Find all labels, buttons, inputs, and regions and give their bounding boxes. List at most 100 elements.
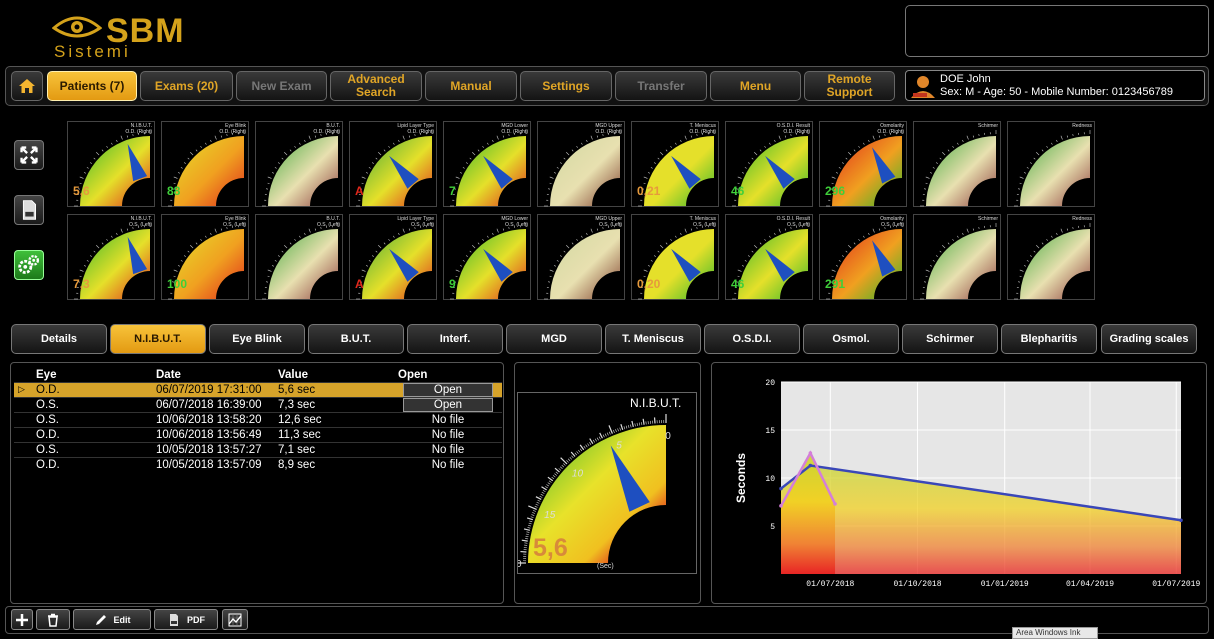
remote-support-button[interactable]: Remote Support [804, 71, 895, 101]
os-gauge-thumbnail[interactable]: Osmolarity O.S. (Left) 291 [819, 214, 907, 300]
table-row[interactable]: O.S. 06/07/2018 16:39:00 7,3 sec Open [14, 396, 502, 412]
patient-info-box[interactable]: DOE John Sex: M - Age: 50 - Mobile Numbe… [905, 70, 1205, 101]
os-gauge-thumbnail[interactable]: T. Meniscus O.S. (Left) 0,20 [631, 214, 719, 300]
tab-schirmer[interactable]: Schirmer [902, 324, 998, 354]
tab-grading-scales[interactable]: Grading scales [1101, 324, 1197, 354]
os-gauge-thumbnail[interactable]: Redness [1007, 214, 1095, 300]
advanced-search-button[interactable]: Advanced Search [330, 71, 422, 101]
cell-open: No file [394, 411, 502, 427]
open-file-button[interactable]: Open [403, 397, 493, 412]
gauge-tick [525, 535, 529, 538]
tab-n-i-b-u-t[interactable]: N.I.B.U.T. [110, 324, 206, 354]
gauge-tick [537, 499, 541, 502]
gauge-tick [567, 458, 571, 462]
tab-b-u-t[interactable]: B.U.T. [308, 324, 404, 354]
table-row[interactable]: O.S. 10/05/2018 13:57:27 7,1 sec No file [14, 441, 502, 457]
gauge-tick [608, 431, 611, 435]
gauge-tick [532, 510, 536, 512]
col-open[interactable]: Open [398, 368, 428, 381]
gauge-tick [642, 418, 645, 425]
table-row[interactable]: ▷ O.D. 06/07/2019 17:31:00 5,6 sec Open [14, 381, 502, 397]
od-gauge-thumbnail[interactable]: MGD Lower O.D. (Right) 7 [443, 121, 531, 207]
gauge-title: O.S.D.I. Result [776, 123, 810, 129]
od-gauge-thumbnail[interactable]: B.U.T. O.D. (Right) [255, 121, 343, 207]
home-icon [19, 79, 35, 93]
gauge-tick [566, 460, 569, 463]
od-gauge-thumbnail[interactable]: N.I.B.U.T. O.D. (Right) 5,6 [67, 121, 155, 207]
gauge-reading: 7,3 [73, 277, 90, 291]
patient-avatar-icon [911, 76, 935, 98]
y-tick-label: 5 [770, 523, 775, 532]
tab-details[interactable]: Details [11, 324, 107, 354]
row-selector [14, 456, 32, 472]
chart-view-button[interactable] [222, 609, 248, 630]
add-button[interactable] [11, 609, 33, 630]
cell-open: No file [394, 456, 502, 472]
gauge-tick [536, 501, 540, 504]
od-gauge-thumbnail[interactable]: Schirmer [913, 121, 1001, 207]
gauge-tick [615, 429, 617, 433]
new-exam-button[interactable]: New Exam [236, 71, 327, 101]
os-gauge-thumbnail[interactable]: B.U.T. O.S. (Left) [255, 214, 343, 300]
cell-value: 7,3 sec [274, 396, 394, 412]
edit-button[interactable]: Edit [73, 609, 151, 630]
od-gauge-thumbnail[interactable]: Redness [1007, 121, 1095, 207]
delete-button[interactable] [36, 609, 70, 630]
tab-eye-blink[interactable]: Eye Blink [209, 324, 305, 354]
os-gauge-thumbnail[interactable]: Lipid Layer Type O.S. (Left) A [349, 214, 437, 300]
y-tick-label: 10 [765, 475, 775, 484]
table-row[interactable]: O.D. 10/06/2018 13:56:49 11,3 sec No file [14, 426, 502, 442]
manual-button[interactable]: Manual [425, 71, 517, 101]
gauge-eye: O.D. (Right) [877, 129, 904, 135]
tab-t-meniscus[interactable]: T. Meniscus [605, 324, 701, 354]
patients-button[interactable]: Patients (7) [47, 71, 137, 101]
gauge-eye: O.S. (Left) [598, 222, 622, 228]
pdf-report-button[interactable] [14, 195, 44, 225]
fullscreen-button[interactable] [14, 140, 44, 170]
os-gauge-thumbnail[interactable]: MGD Upper O.S. (Left) [537, 214, 625, 300]
gauge-reading: 9 [449, 277, 456, 291]
transfer-button[interactable]: Transfer [615, 71, 707, 101]
tab-mgd[interactable]: MGD [506, 324, 602, 354]
od-gauge-thumbnail[interactable]: Osmolarity O.D. (Right) 296 [819, 121, 907, 207]
home-button[interactable] [11, 71, 43, 101]
table-row[interactable]: O.D. 10/05/2018 13:57:09 8,9 sec No file [14, 456, 502, 472]
os-gauge-thumbnail[interactable]: Eye Blink O.S. (Left) 100 [161, 214, 249, 300]
od-gauge-thumbnail[interactable]: MGD Upper O.D. (Right) [537, 121, 625, 207]
os-gauge-thumbnail[interactable]: N.I.B.U.T. O.S. (Left) 7,3 [67, 214, 155, 300]
col-eye[interactable]: Eye [36, 368, 57, 381]
tab-interf[interactable]: Interf. [407, 324, 503, 354]
process-settings-button[interactable] [14, 250, 44, 280]
gauge-tick [594, 438, 597, 442]
exams-button[interactable]: Exams (20) [140, 71, 233, 101]
cell-value: 12,6 sec [274, 411, 394, 427]
od-gauge-thumbnail[interactable]: Eye Blink O.D. (Right) 88 [161, 121, 249, 207]
os-gauge-thumbnail[interactable]: MGD Lower O.S. (Left) 9 [443, 214, 531, 300]
os-gauge-thumbnail[interactable]: O.S.D.I. Result O.S. (Left) 46 [725, 214, 813, 300]
gauge-eye: O.S. (Left) [880, 222, 904, 228]
gauge-tick [623, 426, 626, 430]
expand-arrows-icon [20, 146, 38, 164]
pdf-button[interactable]: PDF [154, 609, 218, 630]
od-gauge-thumbnail[interactable]: T. Meniscus O.D. (Right) 0,21 [631, 121, 719, 207]
tab-o-s-d-i[interactable]: O.S.D.I. [704, 324, 800, 354]
gauge-tick [560, 466, 563, 470]
gauge-tick [576, 451, 579, 454]
os-gauge-thumbnail[interactable]: Schirmer [913, 214, 1001, 300]
od-gauge-thumbnail[interactable]: Lipid Layer Type O.D. (Right) A [349, 121, 437, 207]
tab-osmol[interactable]: Osmol. [803, 324, 899, 354]
settings-button[interactable]: Settings [520, 71, 612, 101]
gauge-eye: O.D. (Right) [783, 129, 810, 135]
gauge-title: Eye Blink [225, 216, 246, 222]
gauge-unit: (Sec) [597, 563, 614, 570]
x-tick-label: 01/04/2019 [1066, 580, 1114, 589]
tab-blepharitis[interactable]: Blepharitis [1001, 324, 1097, 354]
col-date[interactable]: Date [156, 368, 181, 381]
od-gauge-thumbnail[interactable]: O.S.D.I. Result O.D. (Right) 46 [725, 121, 813, 207]
gauge-eye: O.D. (Right) [689, 129, 716, 135]
col-value[interactable]: Value [278, 368, 309, 381]
table-row[interactable]: O.S. 10/06/2018 13:58:20 12,6 sec No file [14, 411, 502, 427]
menu-button[interactable]: Menu [710, 71, 801, 101]
gauge-tick [525, 538, 529, 540]
open-file-button[interactable]: Open [403, 382, 493, 397]
